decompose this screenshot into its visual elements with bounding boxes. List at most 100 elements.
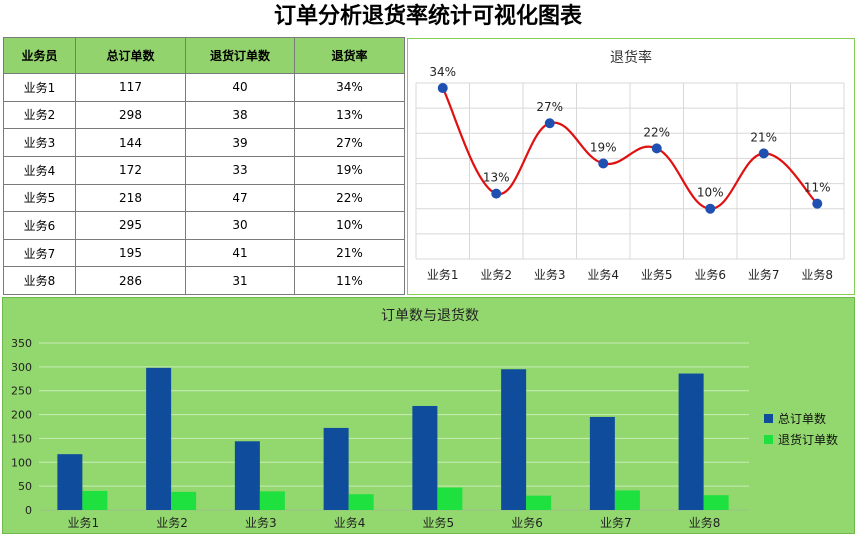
x-tick-label: 业务8 <box>801 267 833 282</box>
table-cell[interactable]: 30 <box>185 211 295 240</box>
total-orders-bar <box>323 427 349 510</box>
x-tick-label: 业务1 <box>68 515 100 530</box>
return-rate-line-chart: 退货率 34% 业务1 13% 业务2 27% 业务3 19% 业务4 22% 业务5 10% 业务6 2… <box>415 49 845 282</box>
x-tick-label: 业务3 <box>245 515 277 530</box>
table-cell[interactable]: 286 <box>75 266 186 295</box>
table-cell[interactable]: 13% <box>294 100 405 130</box>
table-cell[interactable]: 19% <box>294 155 405 185</box>
data-label: 11% <box>804 181 831 195</box>
table-cell[interactable]: 117 <box>75 73 186 102</box>
table-cell[interactable]: 27% <box>294 128 405 157</box>
y-tick-label: 350 <box>11 337 32 350</box>
return-rate-point <box>598 158 609 169</box>
table-cell[interactable]: 40 <box>185 73 295 102</box>
return-orders-bar <box>526 495 552 510</box>
table-cell[interactable]: 218 <box>75 183 186 213</box>
table-cell[interactable]: 295 <box>75 211 186 240</box>
table-row: 业务5 218 47 22% <box>3 183 405 213</box>
table-row: 业务2 298 38 13% <box>3 100 405 130</box>
return-orders-bar <box>703 495 729 510</box>
page-title: 订单分析退货率统计可视化图表 <box>273 4 582 29</box>
return-orders-bar <box>348 494 374 510</box>
return-orders-bar <box>82 490 108 510</box>
legend-swatch <box>764 414 773 423</box>
return-rate-point <box>651 143 662 154</box>
table-row: 业务8 286 31 11% <box>3 266 405 295</box>
table-cell[interactable]: 业务3 <box>3 128 76 157</box>
y-tick-label: 250 <box>11 385 32 398</box>
x-tick-label: 业务5 <box>641 267 673 282</box>
header-return-rate[interactable]: 退货率 <box>294 37 405 74</box>
data-label: 13% <box>483 171 510 185</box>
data-table-container: 业务员 总订单数 退货订单数 退货率 业务1 117 40 34% 业务2 29… <box>3 37 405 295</box>
total-orders-bar <box>589 416 615 510</box>
return-rate-point <box>544 118 555 129</box>
data-label: 22% <box>643 125 670 139</box>
total-orders-bar <box>501 369 527 510</box>
x-tick-label: 业务2 <box>480 267 512 282</box>
table-cell[interactable]: 33 <box>185 155 295 185</box>
data-label: 21% <box>750 130 777 144</box>
table-cell[interactable]: 业务8 <box>3 266 76 295</box>
orders-returns-bar-chart: 订单数与退货数 0 50 100 150 200 250 300 350 业务1 业务2 业务3 业务4… <box>11 307 838 530</box>
y-tick-label: 100 <box>11 456 32 469</box>
legend-label: 总订单数 <box>778 411 826 426</box>
table-cell[interactable]: 34% <box>294 73 405 102</box>
table-cell[interactable]: 144 <box>75 128 186 157</box>
table-cell[interactable]: 业务7 <box>3 238 76 268</box>
table-cell[interactable]: 172 <box>75 155 186 185</box>
data-table: 业务员 总订单数 退货订单数 退货率 业务1 117 40 34% 业务2 29… <box>3 37 405 295</box>
x-tick-label: 业务1 <box>427 267 459 282</box>
table-row: 业务4 172 33 19% <box>3 155 405 185</box>
table-cell[interactable]: 195 <box>75 238 186 268</box>
x-tick-label: 业务6 <box>511 515 543 530</box>
return-rate-point <box>491 188 502 199</box>
total-orders-bar <box>57 454 83 510</box>
total-orders-bar <box>234 441 260 510</box>
table-cell[interactable]: 业务2 <box>3 100 76 130</box>
table-cell[interactable]: 38 <box>185 100 295 130</box>
return-orders-bar <box>171 491 197 510</box>
bar-chart-title: 订单数与退货数 <box>381 307 479 324</box>
x-tick-label: 业务4 <box>334 515 366 530</box>
legend-label: 退货订单数 <box>778 432 838 447</box>
table-cell[interactable]: 298 <box>75 100 186 130</box>
table-cell[interactable]: 10% <box>294 211 405 240</box>
x-tick-label: 业务7 <box>600 515 632 530</box>
header-salesperson[interactable]: 业务员 <box>3 37 76 74</box>
table-cell[interactable]: 业务5 <box>3 183 76 213</box>
table-cell[interactable]: 31 <box>185 266 295 295</box>
table-cell[interactable]: 47 <box>185 183 295 213</box>
data-label: 10% <box>697 186 724 200</box>
data-label: 27% <box>536 100 563 114</box>
x-tick-label: 业务6 <box>694 267 726 282</box>
table-cell[interactable]: 41 <box>185 238 295 268</box>
x-tick-label: 业务7 <box>748 267 780 282</box>
table-cell[interactable]: 业务6 <box>3 211 76 240</box>
return-orders-bar <box>259 491 285 510</box>
table-row: 业务3 144 39 27% <box>3 128 405 157</box>
return-rate-point <box>437 83 448 94</box>
table-header-row: 业务员 总订单数 退货订单数 退货率 <box>3 37 405 74</box>
x-tick-label: 业务4 <box>587 267 619 282</box>
table-cell[interactable]: 22% <box>294 183 405 213</box>
y-tick-label: 50 <box>18 480 32 493</box>
return-rate-chart-panel: 退货率 34% 业务1 13% 业务2 27% 业务3 19% 业务4 22% 业务5 10% 业务6 2… <box>407 38 855 295</box>
y-tick-label: 200 <box>11 409 32 422</box>
total-orders-bar <box>146 367 172 510</box>
table-cell[interactable]: 业务1 <box>3 73 76 102</box>
y-tick-label: 150 <box>11 432 32 445</box>
total-orders-bar <box>412 405 438 510</box>
table-row: 业务7 195 41 21% <box>3 238 405 268</box>
y-tick-label: 300 <box>11 361 32 374</box>
table-cell[interactable]: 业务4 <box>3 155 76 185</box>
return-rate-point <box>812 198 823 209</box>
header-return-orders[interactable]: 退货订单数 <box>185 37 295 74</box>
header-total-orders[interactable]: 总订单数 <box>75 37 186 74</box>
line-chart-title: 退货率 <box>610 49 652 66</box>
table-cell[interactable]: 11% <box>294 266 405 295</box>
table-cell[interactable]: 21% <box>294 238 405 268</box>
table-cell[interactable]: 39 <box>185 128 295 157</box>
x-tick-label: 业务5 <box>423 515 455 530</box>
return-orders-bar <box>614 490 640 510</box>
